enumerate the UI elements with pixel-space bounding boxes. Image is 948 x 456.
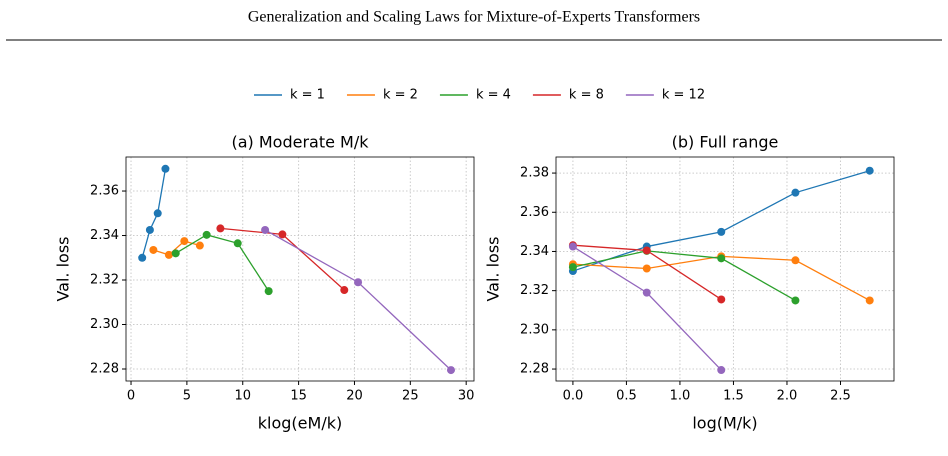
data-point xyxy=(717,366,726,375)
data-point xyxy=(153,209,162,218)
data-point xyxy=(791,256,800,265)
x-tick-label: 1.0 xyxy=(670,389,691,404)
data-point xyxy=(354,278,363,287)
y-tick-label: 2.36 xyxy=(520,205,549,220)
data-point xyxy=(642,264,651,273)
y-tick-label: 2.28 xyxy=(520,362,549,377)
data-point xyxy=(264,287,273,296)
x-tick-label: 15 xyxy=(290,389,307,404)
series-line xyxy=(141,168,167,258)
data-point xyxy=(171,249,180,258)
data-point xyxy=(717,295,726,304)
y-tick-label: 2.34 xyxy=(520,244,549,259)
series-line xyxy=(572,250,796,302)
x-tick-label: 5 xyxy=(183,389,191,404)
data-point xyxy=(202,230,211,239)
chart-title: (a) Moderate M/k xyxy=(231,133,369,152)
series-line xyxy=(572,255,871,302)
y-tick-label: 2.34 xyxy=(90,228,119,243)
data-point xyxy=(340,286,349,295)
x-tick-label: 2.0 xyxy=(777,389,798,404)
data-point xyxy=(568,242,577,251)
y-tick-label: 2.30 xyxy=(90,317,119,332)
data-point xyxy=(138,253,147,262)
data-point xyxy=(216,224,225,233)
data-point xyxy=(642,246,651,255)
y-axis-label: Val. loss xyxy=(54,236,73,301)
y-tick-label: 2.38 xyxy=(520,166,549,181)
x-tick-label: 30 xyxy=(458,389,475,404)
legend-label: k = 12 xyxy=(662,88,705,103)
data-point xyxy=(195,241,204,250)
series-line xyxy=(264,229,452,371)
y-axis-label: Val. loss xyxy=(484,236,503,301)
plot-frame xyxy=(125,156,475,382)
x-tick-label: 0.0 xyxy=(563,389,584,404)
chart-title: (b) Full range xyxy=(672,133,779,152)
y-tick-label: 2.32 xyxy=(520,283,549,298)
x-tick-label: 25 xyxy=(402,389,419,404)
data-point xyxy=(161,164,170,173)
data-point xyxy=(791,188,800,197)
data-point xyxy=(180,237,189,246)
y-tick-label: 2.30 xyxy=(520,322,549,337)
data-point xyxy=(717,227,726,236)
legend-label: k = 8 xyxy=(569,88,604,103)
x-tick-label: 1.5 xyxy=(723,389,744,404)
data-point xyxy=(791,296,800,305)
data-point xyxy=(278,230,287,239)
data-point xyxy=(717,254,726,263)
x-axis-label: klog(eM/k) xyxy=(258,414,342,433)
x-tick-label: 0.5 xyxy=(616,389,637,404)
data-point xyxy=(568,263,577,272)
plot-frame xyxy=(555,156,895,382)
data-point xyxy=(446,366,455,375)
x-tick-label: 10 xyxy=(234,389,251,404)
y-tick-label: 2.28 xyxy=(90,361,119,376)
data-point xyxy=(865,296,874,305)
y-tick-label: 2.36 xyxy=(90,184,119,199)
y-tick-label: 2.32 xyxy=(90,273,119,288)
x-tick-label: 0 xyxy=(127,389,135,404)
data-point xyxy=(164,250,173,259)
data-point xyxy=(261,225,270,234)
data-point xyxy=(642,288,651,297)
data-point xyxy=(233,239,242,248)
data-point xyxy=(149,245,158,254)
legend-label: k = 2 xyxy=(383,88,418,103)
data-point xyxy=(145,225,154,234)
data-point xyxy=(865,166,874,175)
paper-header: Generalization and Scaling Laws for Mixt… xyxy=(248,9,700,26)
legend-label: k = 4 xyxy=(476,88,511,103)
x-tick-label: 20 xyxy=(346,389,363,404)
x-axis-label: log(M/k) xyxy=(692,414,757,433)
series-line xyxy=(175,234,270,292)
x-tick-label: 2.5 xyxy=(830,389,851,404)
legend-label: k = 1 xyxy=(290,88,325,103)
